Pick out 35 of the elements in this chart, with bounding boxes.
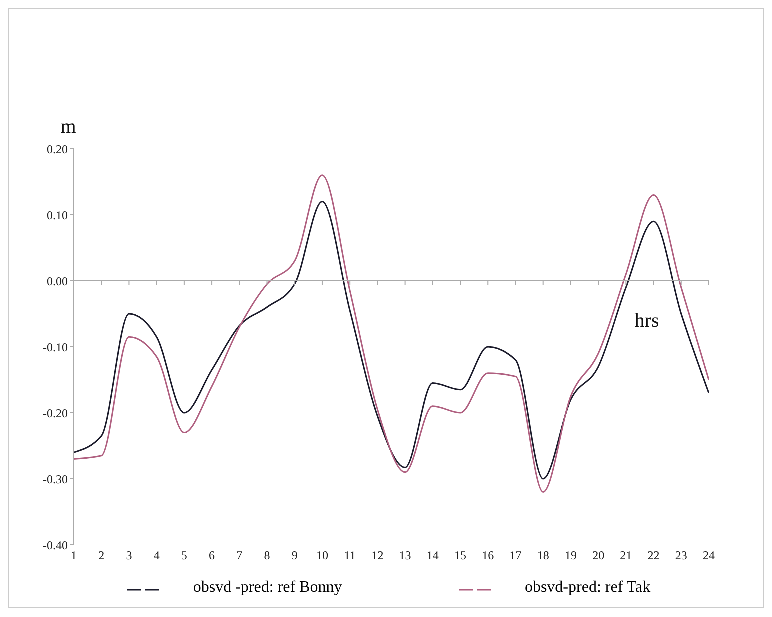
y-axis-title: m	[60, 116, 77, 138]
x-tick-label: 24	[703, 548, 715, 563]
y-tick-label: -0.40	[43, 538, 68, 552]
x-tick-label: 19	[564, 548, 577, 563]
y-tick-label: -0.30	[43, 472, 68, 486]
x-tick-label: 2	[98, 548, 105, 563]
x-tick-label: 8	[264, 548, 270, 563]
x-tick-label: 17	[510, 548, 522, 563]
x-tick-label: 5	[181, 548, 188, 563]
y-tick-label: 0.10	[47, 208, 68, 222]
x-tick-label: 22	[648, 548, 660, 563]
x-tick-label: 6	[209, 548, 216, 563]
x-tick-label: 16	[482, 548, 494, 563]
x-tick-label: 9	[292, 548, 298, 563]
x-axis-title: hrs	[634, 310, 660, 333]
x-tick-label: 18	[537, 548, 550, 563]
x-tick-label: 3	[126, 548, 132, 563]
x-tick-label: 7	[236, 548, 243, 563]
x-tick-label: 14	[426, 548, 439, 563]
x-tick-label: 21	[620, 548, 632, 563]
x-tick-label: 20	[592, 548, 605, 563]
x-tick-label: 15	[454, 548, 467, 563]
x-tick-label: 12	[372, 548, 384, 563]
legend-label: obsvd -pred: ref Bonny	[193, 579, 342, 597]
x-tick-label: 23	[675, 548, 688, 563]
x-tick-label: 4	[154, 548, 160, 563]
y-tick-label: 0.20	[47, 142, 68, 156]
x-tick-label: 1	[71, 548, 77, 563]
y-tick-label: -0.20	[43, 406, 68, 420]
legend-label: obsvd-pred: ref Tak	[524, 579, 651, 597]
x-tick-label: 10	[316, 548, 328, 563]
y-tick-label: -0.10	[43, 340, 68, 354]
x-tick-label: 11	[344, 548, 356, 563]
y-tick-label: 0.00	[47, 274, 68, 288]
x-tick-label: 13	[399, 548, 412, 563]
